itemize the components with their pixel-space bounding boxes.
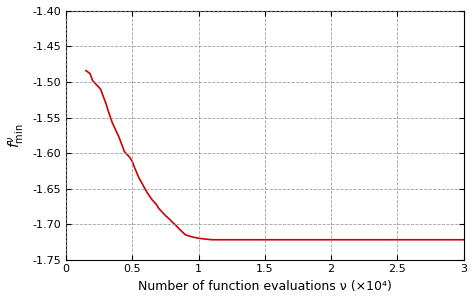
Y-axis label: $f_{\mathrm{min}}^{\nu}$: $f_{\mathrm{min}}^{\nu}$ <box>7 123 27 148</box>
X-axis label: Number of function evaluations ν (×10⁴): Number of function evaluations ν (×10⁴) <box>138 280 392 293</box>
